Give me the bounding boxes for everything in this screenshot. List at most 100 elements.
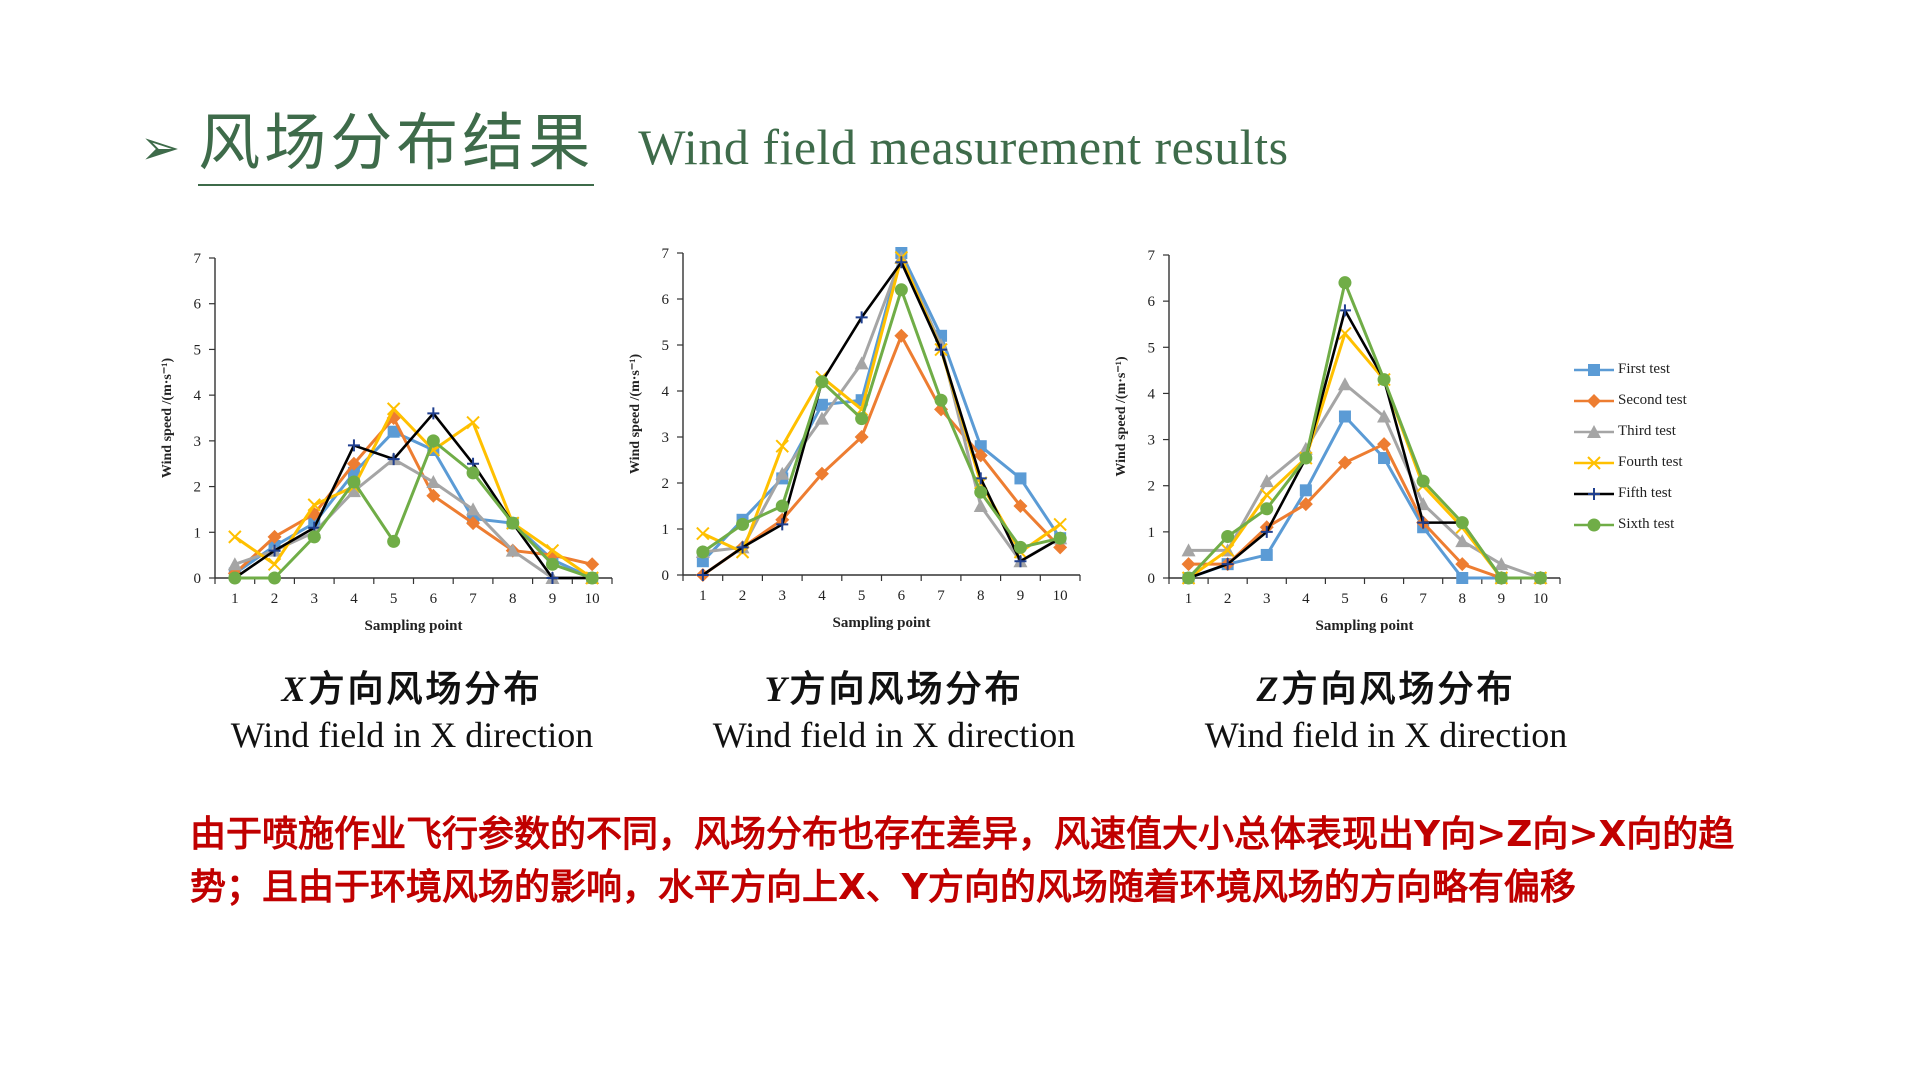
x-tick-label: 6 [430, 591, 438, 607]
x-tick-label: 7 [469, 591, 477, 607]
series-line [1187, 331, 1541, 580]
data-point [1494, 571, 1508, 585]
series-fifth-test [228, 407, 599, 584]
data-point [776, 518, 789, 531]
data-point [696, 545, 710, 559]
data-point [815, 398, 828, 411]
y-tick-label: 4 [662, 384, 670, 400]
data-point [736, 517, 750, 531]
x-tick-label: 6 [1380, 591, 1388, 607]
x-tick-label: 8 [509, 591, 517, 607]
x-tick-label: 5 [858, 588, 866, 604]
x-tick-label: 4 [350, 591, 358, 607]
legend-swatch-icon [1574, 455, 1614, 470]
data-point [775, 439, 789, 453]
y-axis-label: Wind speed /(m·s⁻¹) [628, 354, 643, 475]
x-tick-label: 10 [585, 591, 600, 607]
legend-item: Sixth test [1574, 509, 1687, 540]
x-tick-label: 8 [1459, 591, 1467, 607]
data-point [466, 415, 480, 430]
legend-label: Second test [1618, 392, 1687, 408]
data-point [814, 411, 829, 425]
chart-x-direction: 0 1 2 3 4 5 6 7 1 2 3 4 5 6 7 8 9 10 Sampling point Wind sp… [160, 251, 613, 634]
data-point [894, 283, 908, 297]
y-tick-label: 2 [194, 480, 202, 496]
legend-marker [1587, 424, 1601, 438]
y-tick-label: 3 [1148, 433, 1156, 449]
legend-label: Fifth test [1618, 485, 1672, 501]
series-line [1187, 281, 1541, 580]
series-third-test [1181, 377, 1548, 584]
series-fourth-test [696, 250, 1067, 559]
data-point [696, 569, 709, 581]
series-first-test [228, 425, 599, 584]
x-tick-label: 2 [271, 591, 279, 607]
y-tick-label: 0 [194, 571, 202, 587]
x-tick-label: 6 [898, 588, 906, 604]
legend-marker [1588, 487, 1600, 500]
data-point [268, 571, 282, 585]
chart-z-direction: 0 1 2 3 4 5 6 7 1 2 3 4 5 6 7 8 9 10 Sampling point Wind sp… [1114, 248, 1561, 634]
data-point [545, 543, 560, 558]
data-point [1338, 276, 1352, 290]
y-tick-label: 6 [194, 297, 202, 313]
data-point [1455, 557, 1470, 572]
title-en: Wind field measurement results [638, 119, 1289, 175]
legend-swatch-icon [1574, 363, 1614, 376]
data-point [347, 439, 360, 452]
series-sixth-test [1182, 276, 1547, 585]
data-point [814, 466, 829, 481]
y-tick-label: 6 [1148, 294, 1156, 310]
data-point [1416, 474, 1430, 488]
data-point [934, 393, 948, 407]
data-point [307, 530, 321, 544]
data-point [736, 541, 749, 554]
y-tick-label: 4 [194, 388, 202, 404]
data-point [1494, 557, 1509, 571]
data-point [466, 502, 481, 516]
data-point [974, 472, 987, 485]
caption-x-axis: X [281, 669, 309, 709]
caption-x-en: Wind field in X direction [230, 715, 594, 755]
y-tick-label: 3 [662, 430, 670, 446]
data-point [1221, 558, 1234, 571]
caption-z-zh-text: 方向风场分布 [1281, 668, 1516, 710]
series-line [702, 256, 1062, 554]
chart-legend: First test Second test Third test Fourth te… [1574, 354, 1687, 540]
data-point [1337, 377, 1352, 391]
series-line [233, 416, 593, 575]
data-point [854, 356, 869, 370]
legend-item: Fourth test [1574, 447, 1687, 478]
data-point [545, 557, 559, 571]
series-line [233, 407, 594, 580]
y-tick-label: 0 [662, 568, 670, 584]
y-tick-label: 3 [194, 434, 202, 450]
caption-z: Z方向风场分布 Wind field in X direction [1126, 660, 1646, 756]
legend-label: Sixth test [1618, 516, 1675, 532]
data-point [387, 425, 400, 438]
series-line [701, 288, 1061, 554]
data-point [855, 311, 868, 324]
series-line [702, 256, 1061, 563]
data-point [346, 484, 361, 498]
legend-swatch-icon [1574, 393, 1614, 408]
legend-swatch-icon [1574, 487, 1614, 500]
data-point [228, 571, 242, 585]
caption-y: Y方向风场分布 Wind field in X direction [634, 660, 1154, 756]
caption-x: X方向风场分布 Wind field in X direction [152, 660, 672, 756]
data-point [1259, 474, 1274, 488]
data-point [267, 529, 282, 544]
data-point [855, 412, 869, 426]
chart-y-direction: 0 1 2 3 4 5 6 7 1 2 3 4 5 6 7 8 9 10 Sampling point Wind sp… [628, 246, 1081, 631]
data-point [1299, 451, 1313, 465]
data-point [347, 475, 361, 489]
x-tick-label: 9 [1498, 591, 1506, 607]
data-point [505, 543, 520, 557]
y-tick-label: 1 [1148, 525, 1156, 541]
y-tick-label: 2 [662, 476, 670, 492]
data-point [1053, 517, 1067, 532]
legend-marker [1587, 518, 1601, 531]
x-tick-label: 1 [1185, 591, 1193, 607]
data-point [387, 453, 400, 466]
data-point [1014, 472, 1027, 485]
